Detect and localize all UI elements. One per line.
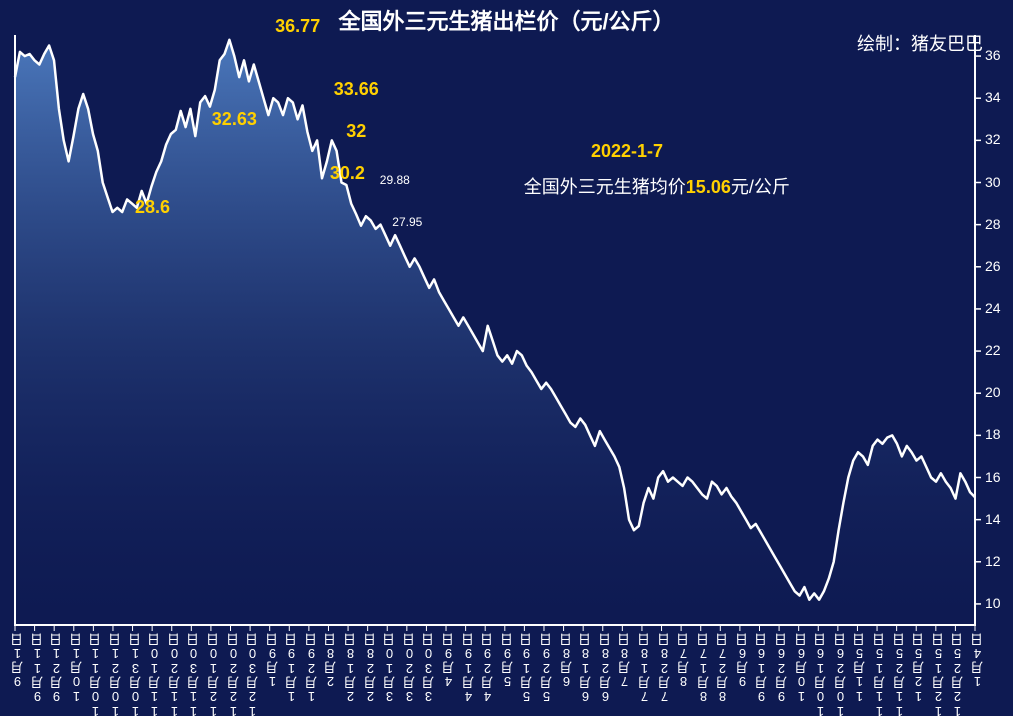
y-tick-label: 22 <box>985 342 1001 358</box>
x-tick-label: 7月18日 <box>635 633 654 704</box>
y-tick-label: 26 <box>985 258 1001 274</box>
x-tick-label: 10月11日 <box>86 633 105 716</box>
x-tick-label: 7月28日 <box>655 633 674 704</box>
x-tick-label: 12月10日 <box>204 633 223 716</box>
x-tick-label: 3月30日 <box>419 633 438 704</box>
y-tick-label: 18 <box>985 426 1001 442</box>
x-tick-label: 1月4日 <box>968 633 987 689</box>
x-tick-label: 10月21日 <box>106 633 125 716</box>
info-price-line: 全国外三元生猪均价15.06元/公斤 <box>524 173 790 199</box>
x-tick-label: 4月19日 <box>459 633 478 704</box>
x-tick-label: 10月1日 <box>67 633 86 704</box>
x-tick-label: 9月11日 <box>28 633 47 704</box>
x-tick-label: 11月5日 <box>850 633 869 704</box>
x-tick-label: 10月6日 <box>792 633 811 704</box>
x-tick-label: 5月29日 <box>537 633 556 704</box>
x-tick-label: 9月21日 <box>47 633 66 704</box>
x-tick-label: 2月18日 <box>341 633 360 704</box>
x-tick-label: 8月27日 <box>713 633 732 704</box>
x-tick-label: 3月10日 <box>380 633 399 704</box>
x-tick-label: 6月28日 <box>596 633 615 704</box>
x-tick-label: 3月20日 <box>400 633 419 704</box>
x-tick-label: 9月16日 <box>752 633 771 704</box>
value-annotation: 36.77 <box>275 16 320 37</box>
y-tick-label: 24 <box>985 300 1001 316</box>
plot-svg <box>0 0 1013 716</box>
info-value: 15.06 <box>686 177 731 197</box>
y-tick-label: 16 <box>985 469 1001 485</box>
x-tick-label: 1月29日 <box>302 633 321 704</box>
x-tick-label: 5月19日 <box>517 633 536 704</box>
info-date: 2022-1-7 <box>591 141 663 162</box>
x-tick-label: 12月15日 <box>929 633 948 716</box>
x-tick-label: 12月25日 <box>948 633 967 716</box>
x-tick-label: 11月20日 <box>165 633 184 716</box>
x-tick-label: 1月19日 <box>282 633 301 704</box>
value-annotation: 32.63 <box>212 109 257 130</box>
x-tick-label: 2月28日 <box>361 633 380 704</box>
y-tick-label: 36 <box>985 47 1001 63</box>
x-tick-label: 10月31日 <box>126 633 145 716</box>
x-tick-label: 11月10日 <box>145 633 164 716</box>
x-tick-label: 10月16日 <box>811 633 830 716</box>
x-tick-label: 8月17日 <box>694 633 713 704</box>
y-tick-label: 12 <box>985 553 1001 569</box>
chart-container: 全国外三元生猪出栏价（元/公斤） 绘制：猪友巴巴 101214161820222… <box>0 0 1013 716</box>
x-tick-label: 11月25日 <box>890 633 909 716</box>
info-prefix: 全国外三元生猪均价 <box>524 177 686 197</box>
x-tick-label: 6月18日 <box>576 633 595 704</box>
x-tick-label: 11月30日 <box>184 633 203 716</box>
info-unit: 元/公斤 <box>731 177 790 197</box>
y-tick-label: 28 <box>985 216 1001 232</box>
x-tick-label: 9月26日 <box>772 633 791 704</box>
x-tick-label: 1月9日 <box>263 633 282 689</box>
x-tick-label: 2月8日 <box>321 633 340 689</box>
x-tick-label: 4月29日 <box>478 633 497 704</box>
x-tick-label: 6月8日 <box>557 633 576 689</box>
x-tick-label: 7月8日 <box>615 633 634 689</box>
value-annotation: 27.95 <box>392 215 422 229</box>
x-tick-label: 12月5日 <box>909 633 928 704</box>
y-tick-label: 20 <box>985 384 1001 400</box>
x-tick-label: 5月9日 <box>498 633 517 689</box>
x-tick-label: 10月26日 <box>831 633 850 716</box>
y-tick-label: 14 <box>985 511 1001 527</box>
y-tick-label: 10 <box>985 595 1001 611</box>
y-tick-label: 32 <box>985 131 1001 147</box>
value-annotation: 33.66 <box>334 79 379 100</box>
y-tick-label: 30 <box>985 174 1001 190</box>
y-tick-label: 34 <box>985 89 1001 105</box>
x-tick-label: 4月9日 <box>439 633 458 689</box>
x-tick-label: 12月30日 <box>243 633 262 716</box>
value-annotation: 28.6 <box>135 197 170 218</box>
x-tick-label: 11月15日 <box>870 633 889 716</box>
x-tick-label: 9月6日 <box>733 633 752 689</box>
value-annotation: 30.2 <box>330 163 365 184</box>
x-tick-label: 12月20日 <box>224 633 243 716</box>
value-annotation: 29.88 <box>380 173 410 187</box>
x-tick-label: 9月1日 <box>8 633 27 689</box>
value-annotation: 32 <box>346 121 366 142</box>
x-tick-label: 8月7日 <box>674 633 693 689</box>
